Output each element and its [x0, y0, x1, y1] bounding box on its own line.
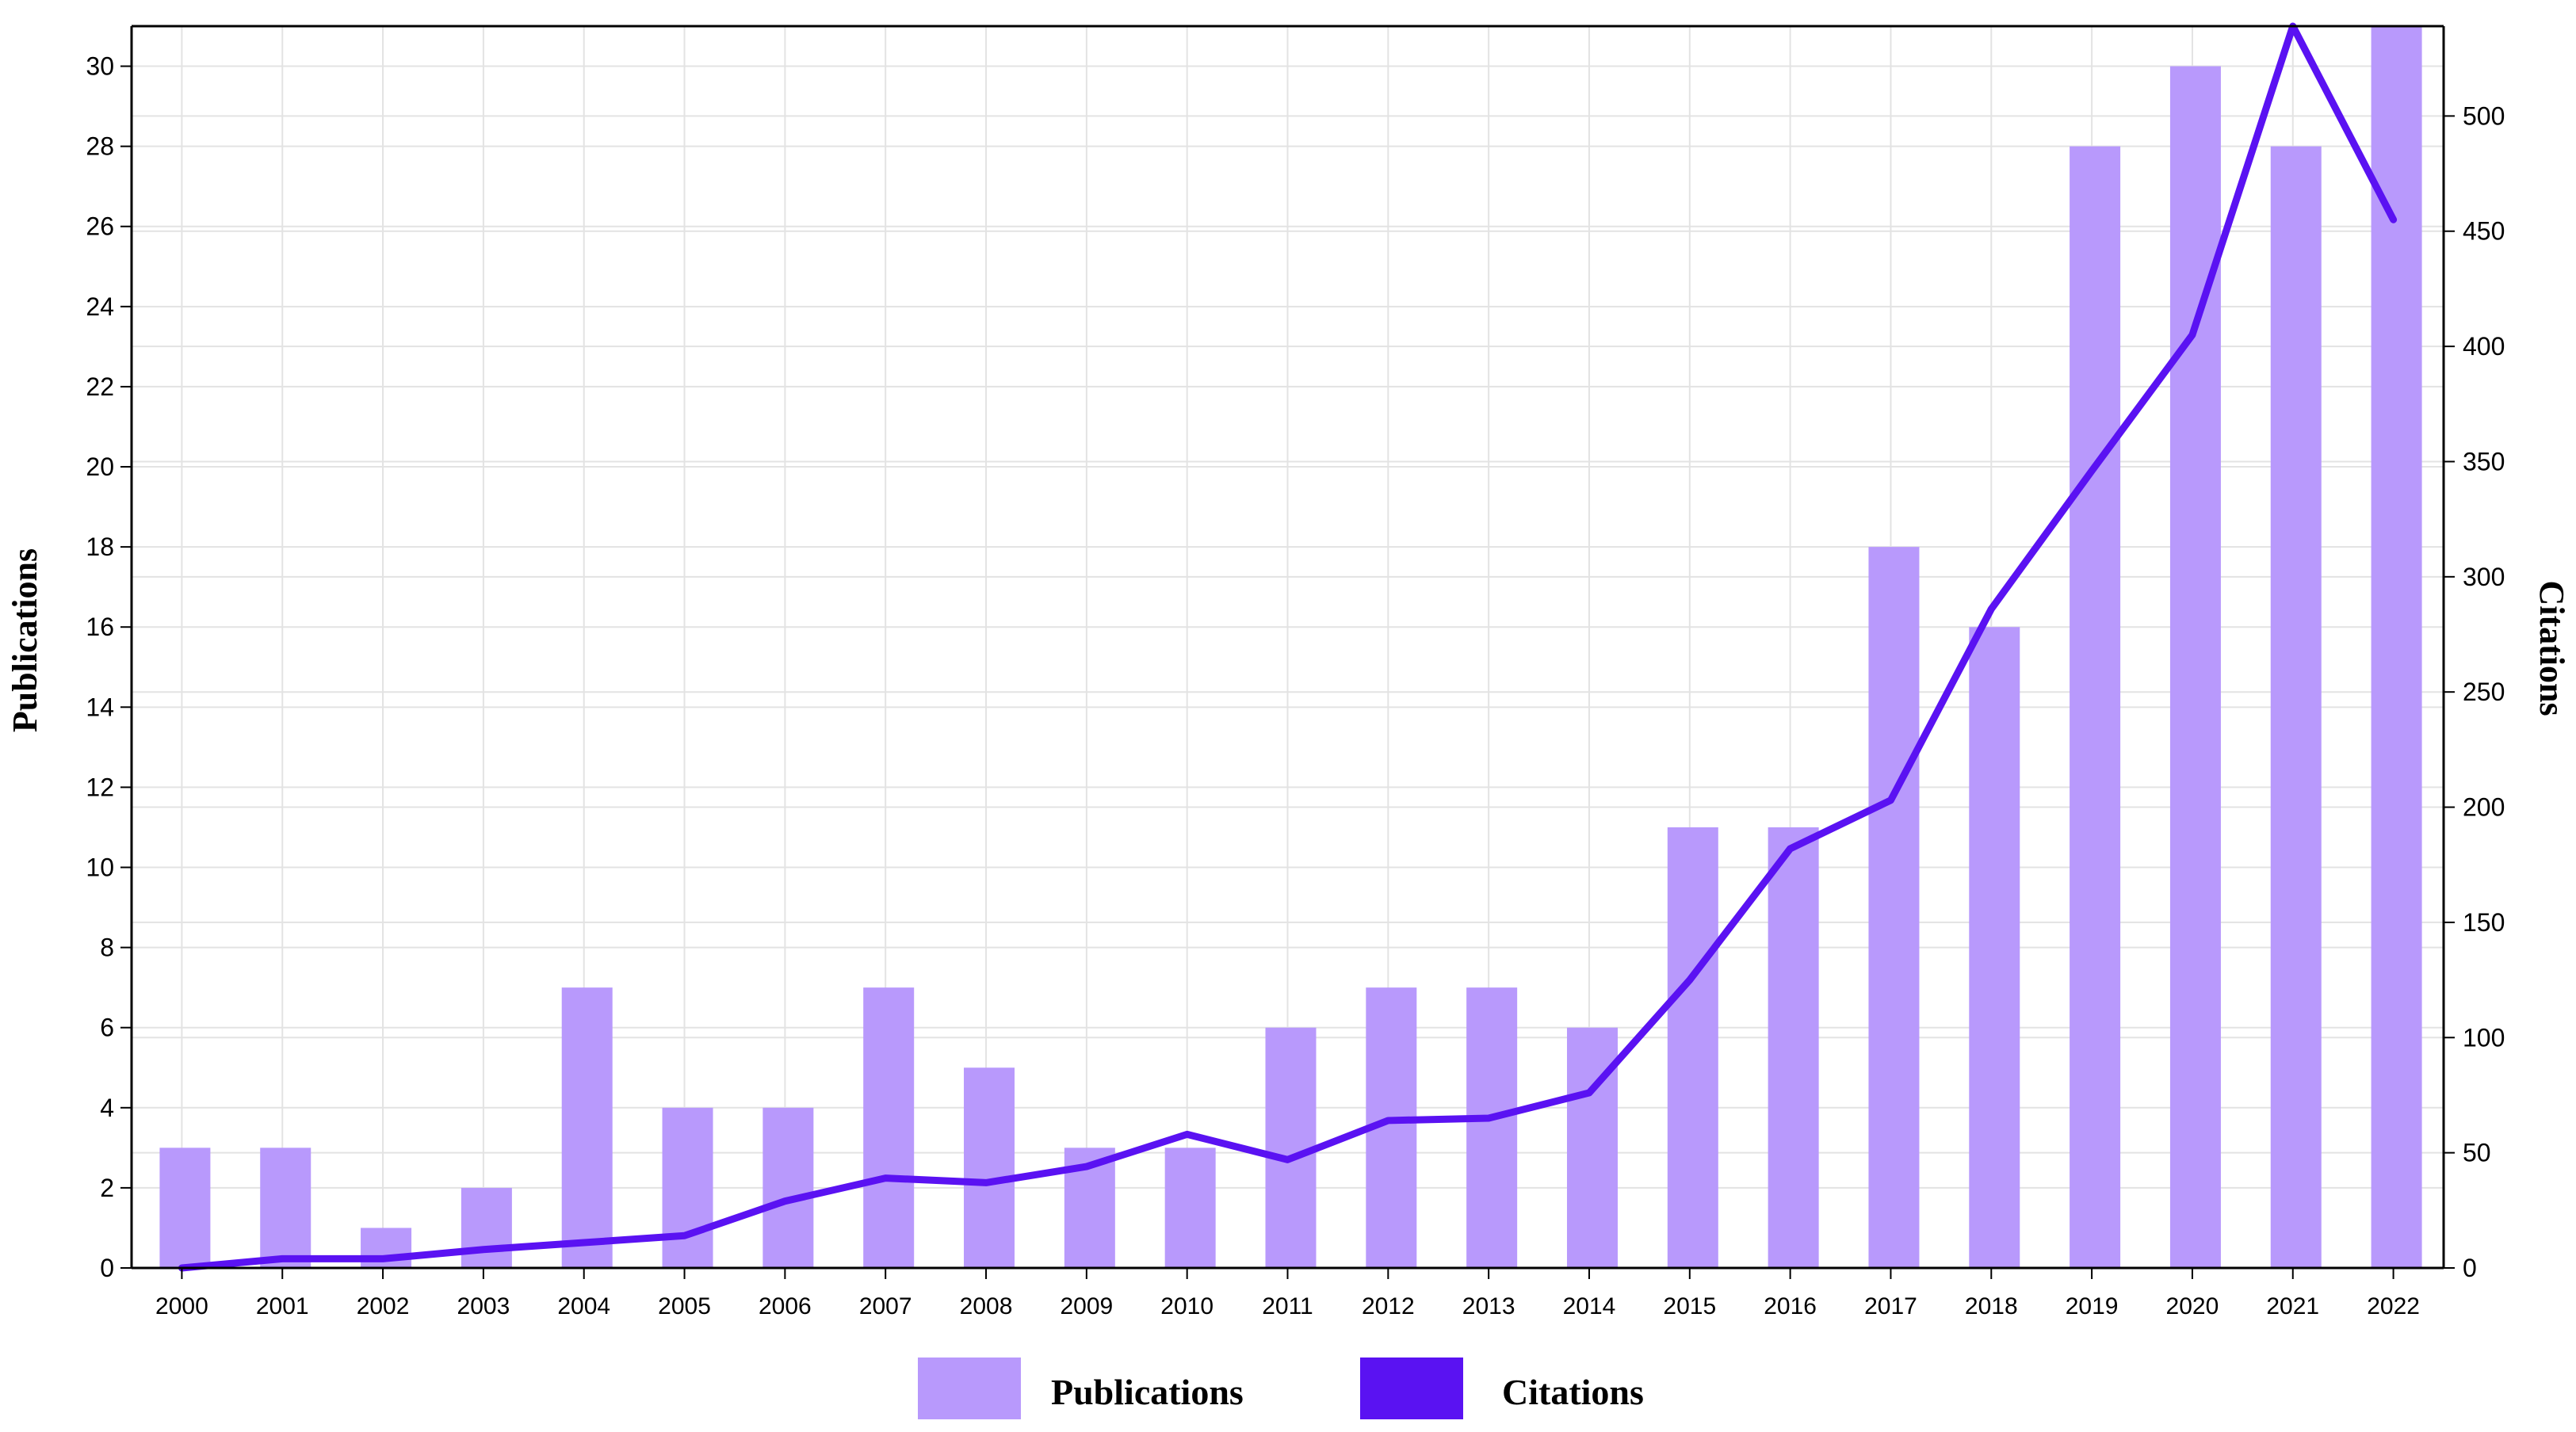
x-tick-label: 2000 — [155, 1293, 208, 1319]
x-tick-label: 2011 — [1262, 1293, 1313, 1319]
legend-label-publications: Publications — [1051, 1372, 1244, 1412]
y2-tick-label: 450 — [2463, 217, 2505, 246]
y2-tick-label: 400 — [2463, 332, 2505, 361]
y-tick-label: 26 — [86, 212, 114, 241]
bar — [1164, 1148, 1216, 1268]
bar — [260, 1148, 311, 1268]
line-series-citations — [178, 22, 2398, 1272]
bar — [1265, 1027, 1317, 1268]
bar-series-publications — [159, 26, 2422, 1269]
y-tick-label: 14 — [86, 693, 114, 721]
x-tick-label: 2022 — [2367, 1293, 2420, 1319]
y-tick-label: 12 — [86, 773, 114, 801]
bar — [1466, 987, 1518, 1268]
y-tick-label: 8 — [100, 934, 114, 962]
x-tick-label: 2006 — [759, 1293, 812, 1319]
y-tick-label: 18 — [86, 533, 114, 561]
legend-swatch-publications — [918, 1358, 1021, 1419]
bar — [1566, 1027, 1618, 1268]
x-tick-label: 2004 — [557, 1293, 610, 1319]
bar — [2270, 146, 2322, 1269]
y-axis-right-ticks: 0 50 100 150 200 250 300 350 400 450 500 — [2444, 101, 2505, 1282]
bar — [1768, 827, 1819, 1268]
x-tick-label: 2009 — [1060, 1293, 1113, 1319]
x-tick-label: 2014 — [1563, 1293, 1616, 1319]
y2-tick-label: 0 — [2463, 1254, 2477, 1282]
y-tick-label: 20 — [86, 453, 114, 481]
y-tick-label: 4 — [100, 1094, 114, 1122]
x-tick-label: 2013 — [1462, 1293, 1515, 1319]
y2-tick-label: 350 — [2463, 447, 2505, 475]
bar — [1667, 827, 1718, 1268]
x-tick-label: 2005 — [658, 1293, 711, 1319]
y-tick-label: 2 — [100, 1174, 114, 1202]
legend-label-citations: Citations — [1502, 1372, 1644, 1412]
y-tick-label: 16 — [86, 613, 114, 641]
y-axis-left-title: Publications — [6, 548, 44, 732]
x-tick-label: 2019 — [2066, 1293, 2119, 1319]
y2-tick-label: 200 — [2463, 793, 2505, 822]
x-tick-label: 2008 — [960, 1293, 1013, 1319]
x-tick-label: 2003 — [457, 1293, 510, 1319]
y-tick-label: 10 — [86, 853, 114, 882]
y2-tick-label: 250 — [2463, 678, 2505, 706]
x-tick-label: 2012 — [1362, 1293, 1415, 1319]
line-path — [178, 22, 2398, 1272]
y2-tick-label: 50 — [2463, 1139, 2491, 1167]
y-tick-label: 28 — [86, 132, 114, 161]
legend-swatch-citations — [1360, 1358, 1463, 1419]
x-tick-label: 2010 — [1160, 1293, 1213, 1319]
y-tick-label: 30 — [86, 52, 114, 81]
x-tick-label: 2021 — [2266, 1293, 2319, 1319]
y-tick-label: 22 — [86, 372, 114, 401]
bar — [1868, 547, 1920, 1268]
bar — [561, 987, 613, 1268]
x-tick-label: 2016 — [1764, 1293, 1817, 1319]
bar — [662, 1107, 713, 1268]
x-tick-label: 2015 — [1663, 1293, 1716, 1319]
y2-tick-label: 150 — [2463, 908, 2505, 937]
x-tick-label: 2018 — [1965, 1293, 2018, 1319]
x-axis-ticks: 2000 2001 2002 2003 2004 2005 2006 2007 2008 2009… — [155, 1268, 2420, 1319]
x-tick-label: 2020 — [2166, 1293, 2219, 1319]
y-tick-label: 24 — [86, 292, 114, 321]
y2-tick-label: 500 — [2463, 101, 2505, 130]
bar — [159, 1148, 211, 1268]
bar — [863, 987, 915, 1268]
bar — [2070, 146, 2121, 1269]
x-tick-label: 2002 — [357, 1293, 410, 1319]
x-tick-label: 2007 — [859, 1293, 912, 1319]
y-tick-label: 0 — [100, 1254, 114, 1282]
bar — [2371, 26, 2422, 1268]
bar — [461, 1187, 512, 1268]
y-tick-label: 6 — [100, 1014, 114, 1042]
x-tick-label: 2001 — [256, 1293, 309, 1319]
x-tick-label: 2017 — [1864, 1293, 1917, 1319]
bar — [762, 1107, 814, 1268]
y-axis-right-title: Citations — [2532, 580, 2571, 716]
legend: Publications Citations — [918, 1358, 1644, 1419]
y2-tick-label: 100 — [2463, 1023, 2505, 1052]
bar — [1969, 627, 2020, 1268]
bar — [964, 1067, 1015, 1268]
bar — [2169, 66, 2221, 1269]
y2-tick-label: 300 — [2463, 563, 2505, 591]
